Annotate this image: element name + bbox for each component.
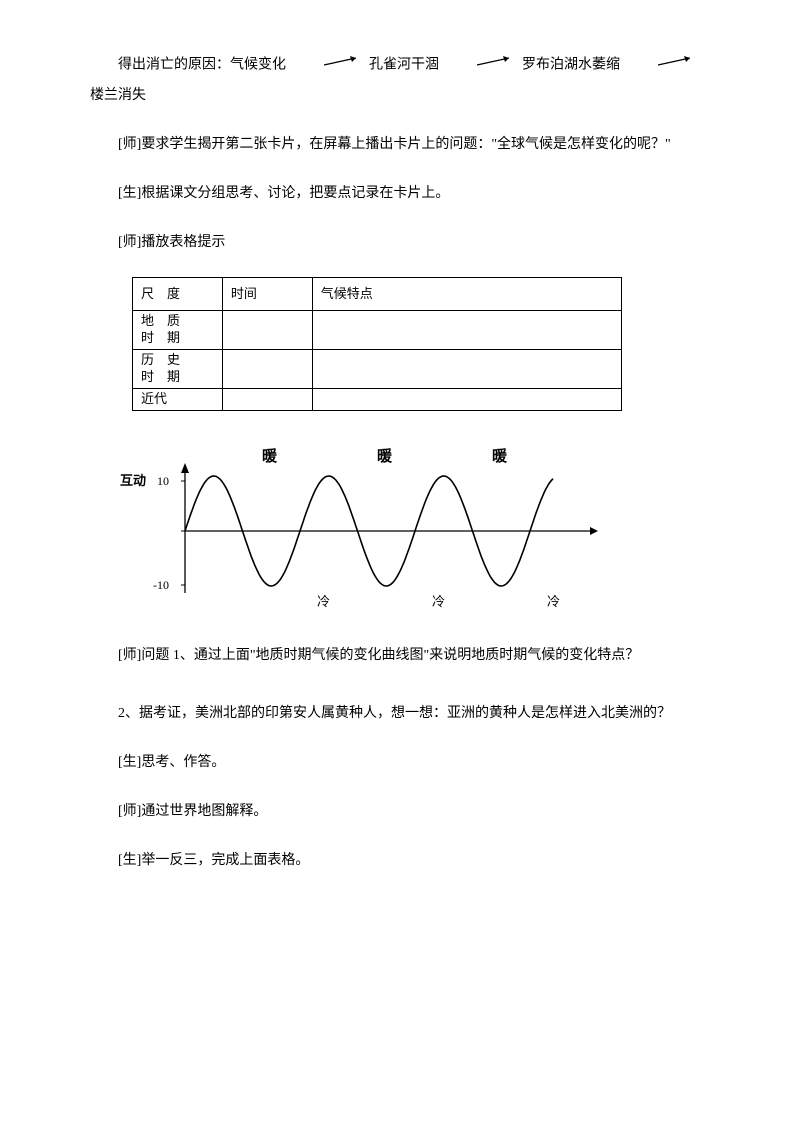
svg-text:-10: -10: [153, 578, 169, 592]
svg-text:冷: 冷: [317, 594, 330, 609]
table-cell: [222, 388, 312, 410]
table-header-row: 尺 度 时间 气候特点: [133, 277, 622, 311]
svg-text:10: 10: [157, 474, 169, 488]
table-cell: [222, 349, 312, 388]
question-2: 2、据考证，美洲北部的印第安人属黄种人，想一想：亚洲的黄种人是怎样进入北美洲的？: [90, 699, 710, 730]
arrow-icon: [447, 50, 515, 81]
teacher-para-4: [师]播放表格提示: [90, 228, 710, 259]
svg-text:暖: 暖: [492, 447, 508, 465]
svg-text:冷: 冷: [432, 594, 445, 609]
teacher-para-2: [师]要求学生揭开第二张卡片，在屏幕上播出卡片上的问题："全球气候是怎样变化的呢…: [90, 130, 710, 161]
table-cell: [312, 349, 621, 388]
table-row: 地 质 时 期: [133, 311, 622, 350]
table-cell: [312, 311, 621, 350]
student-para-3: [生]根据课文分组思考、讨论，把要点记录在卡片上。: [90, 179, 710, 210]
cause-line: 得出消亡的原因：气候变化 孔雀河干涸 罗布泊湖水萎缩 楼兰消失: [90, 50, 710, 112]
cause-c: 楼兰消失: [90, 88, 146, 103]
student-analogy: [生]举一反三，完成上面表格。: [90, 846, 710, 877]
cause-a: 孔雀河干涸: [369, 58, 439, 73]
chart-svg: 10 -10 暖 暖 暖冷 冷 冷: [130, 441, 610, 621]
arrow-icon: [628, 50, 696, 81]
table-row: 近代: [133, 388, 622, 410]
arrow-icon: [294, 50, 362, 81]
table-cell: [312, 388, 621, 410]
th-time: 时间: [222, 277, 312, 311]
svg-text:冷: 冷: [547, 594, 560, 609]
student-think: [生]思考、作答。: [90, 748, 710, 779]
cause-b: 罗布泊湖水萎缩: [522, 58, 620, 73]
table-cell: [222, 311, 312, 350]
table-row: 历 史 时 期: [133, 349, 622, 388]
chart-left-label: 互动: [120, 467, 146, 496]
teacher-map: [师]通过世界地图解释。: [90, 797, 710, 828]
th-feature: 气候特点: [312, 277, 621, 311]
table-cell: 近代: [133, 388, 223, 410]
table-cell: 地 质 时 期: [133, 311, 223, 350]
table-cell: 历 史 时 期: [133, 349, 223, 388]
svg-text:暖: 暖: [377, 447, 393, 465]
svg-text:暖: 暖: [262, 447, 278, 465]
climate-table: 尺 度 时间 气候特点 地 质 时 期 历 史 时 期 近代: [132, 277, 622, 411]
th-scale: 尺 度: [133, 277, 223, 311]
climate-chart: 互动 10-10暖暖暖冷冷冷: [130, 441, 610, 621]
teacher-q1: [师]问题 1、通过上面"地质时期气候的变化曲线图"来说明地质时期气候的变化特点…: [90, 641, 710, 672]
cause-prefix: 得出消亡的原因：气候变化: [118, 58, 286, 73]
